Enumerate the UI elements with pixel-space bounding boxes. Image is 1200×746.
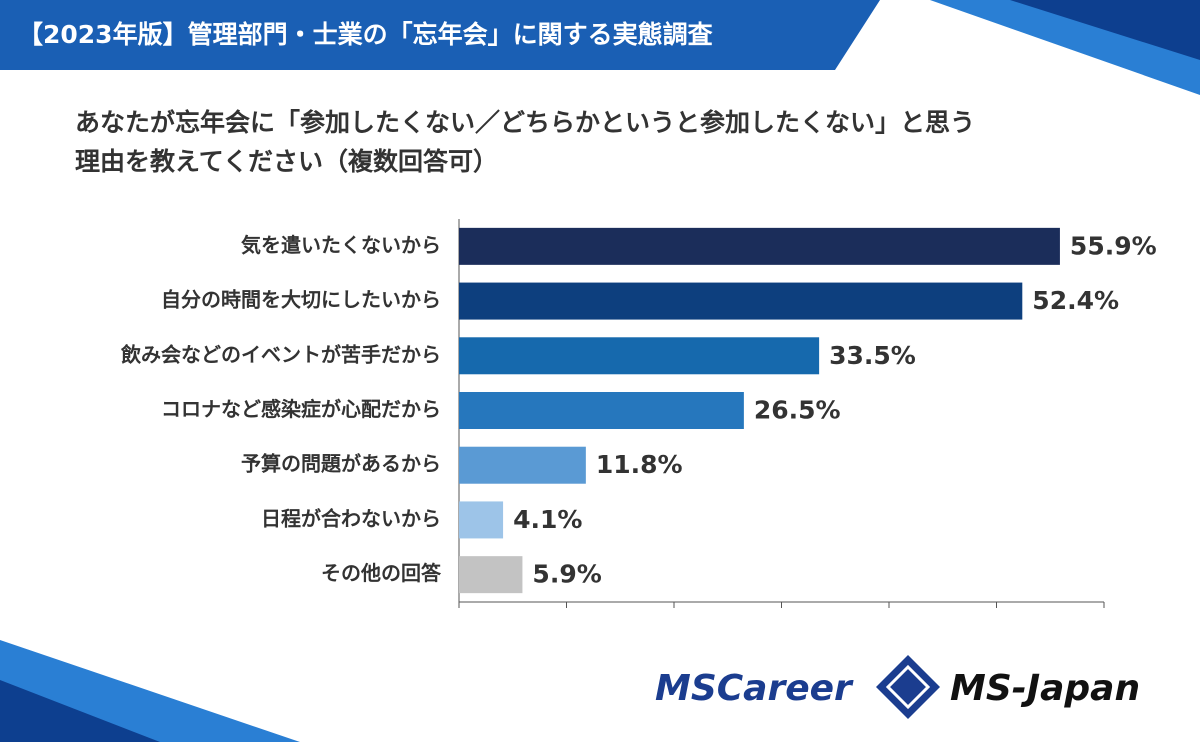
y-tick-label: 自分の時間を大切にしたいから [161,288,441,312]
bar [459,282,1023,320]
value-label: 52.4% [1032,286,1119,315]
logo: MS-Japan [950,668,1140,709]
subtitle: 理由を教えてください（複数回答可） [75,147,498,176]
bar [459,227,1060,265]
bar [459,556,523,594]
y-tick-label: その他の回答 [321,561,442,585]
footer-stripe [0,680,160,742]
bar [459,446,586,484]
chart-title: 【2023年版】管理部門・士業の「忘年会」に関する実態調査 [18,20,713,49]
logo-icon [876,655,940,719]
header-band [0,0,880,70]
value-label: 33.5% [829,341,916,370]
y-tick-label: 飲み会などのイベントが苦手だから [120,342,441,366]
y-tick-label: 日程が合わないから [261,506,441,530]
value-label: 26.5% [754,396,841,425]
value-label: 11.8% [596,450,683,479]
bar [459,392,744,429]
logo: MSCareer [655,668,854,709]
y-tick-label: 気を遣いたくないから [241,233,441,257]
bar [459,337,820,375]
value-label: 4.1% [513,505,582,534]
subtitle: あなたが忘年会に「参加したくない／どちらかというと参加したくない」と思う [75,108,975,137]
bar [459,501,504,539]
value-label: 5.9% [532,560,601,589]
header-stripe [1010,0,1200,60]
y-tick-label: コロナなど感染症が心配だから [161,397,441,421]
value-label: 55.9% [1070,231,1157,260]
y-tick-label: 予算の問題があるから [241,452,441,476]
